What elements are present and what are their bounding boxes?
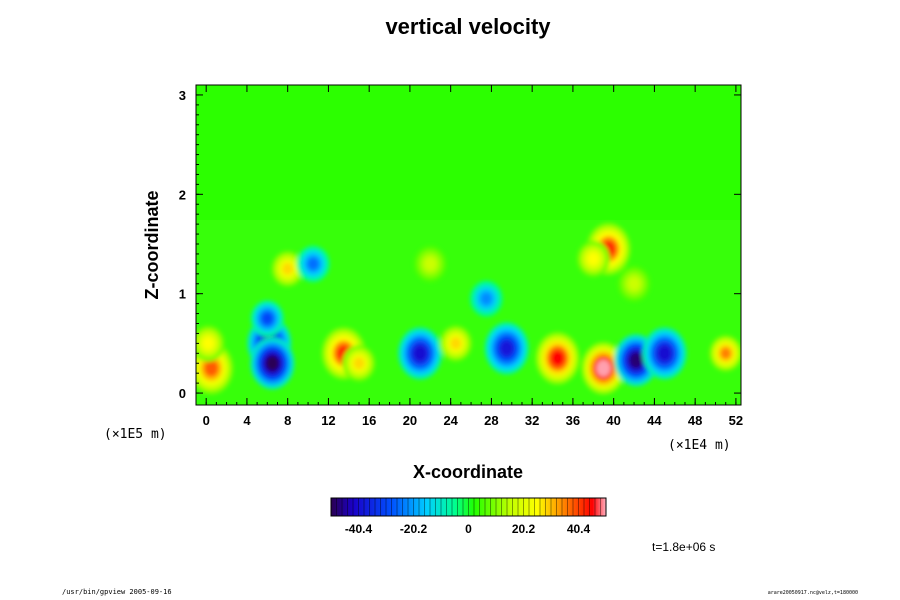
y-axis-label: Z-coordinate: [142, 190, 162, 299]
velocity-feature: [439, 325, 473, 362]
contour-level: [596, 359, 611, 377]
plot-frame: [195, 84, 742, 406]
contour-level: [413, 345, 428, 362]
colorbar-frame: [330, 497, 607, 517]
colorbar-tick-label: 20.2: [512, 522, 536, 536]
y-axis: 0 1 2 3: [179, 88, 741, 401]
x-scale-note: (×1E4 m): [668, 438, 731, 453]
contour-level: [204, 359, 219, 377]
velocity-feature: [250, 337, 295, 390]
y-tick-label: 2: [179, 187, 186, 202]
contour-level: [353, 357, 365, 370]
x-tick-label: 32: [525, 413, 539, 428]
velocity-feature: [581, 342, 626, 395]
contour-level: [657, 345, 672, 362]
contour-level: [282, 263, 293, 275]
contour-level: [202, 337, 214, 350]
colorbar-tick-label: 0: [465, 522, 472, 536]
contour-level: [262, 312, 273, 325]
x-axis: 0 4 8 12 16 20 24 28 32 36 40 44 48 52: [203, 85, 743, 428]
footer-right: arare20050917.nc@velz,t=180000: [767, 590, 858, 596]
contour-level: [450, 337, 462, 350]
x-tick-label: 20: [403, 413, 417, 428]
footer-left: /usr/bin/gpview 2005-09-16: [62, 588, 172, 596]
x-tick-label: 28: [484, 413, 498, 428]
velocity-feature: [196, 325, 225, 362]
y-scale-note: (×1E5 m): [104, 427, 167, 442]
x-tick-label: 52: [729, 413, 743, 428]
chart-title: vertical velocity: [385, 14, 551, 39]
velocity-feature: [535, 332, 580, 385]
contour-level: [425, 258, 436, 270]
velocity-feature: [271, 250, 305, 288]
colorbar-tick-label: -20.2: [400, 522, 428, 536]
contour-level: [499, 340, 514, 357]
velocity-feature: [642, 327, 687, 380]
velocity-feature: [296, 245, 330, 283]
x-tick-label: 16: [362, 413, 376, 428]
x-tick-label: 24: [443, 413, 458, 428]
velocity-feature: [413, 245, 447, 283]
contour-level: [628, 277, 640, 290]
x-tick-label: 0: [203, 413, 210, 428]
colorbar-tick-label: -40.4: [345, 522, 373, 536]
x-tick-label: 8: [284, 413, 291, 428]
contour-level: [720, 347, 731, 360]
colorbar-tick-label: 40.4: [567, 522, 591, 536]
x-axis-label: X-coordinate: [413, 462, 523, 482]
x-tick-label: 40: [606, 413, 620, 428]
x-tick-label: 12: [321, 413, 335, 428]
x-tick-label: 4: [243, 413, 251, 428]
contour-level: [550, 349, 565, 367]
velocity-feature: [709, 335, 741, 372]
contour-level: [481, 292, 492, 305]
velocity-feature: [469, 280, 503, 317]
contour-level: [265, 354, 280, 372]
contour-level: [588, 253, 599, 265]
velocity-feature: [342, 345, 376, 382]
contour-level: [307, 258, 319, 270]
colorbar: -40.4 -20.2 0 20.2 40.4: [330, 497, 607, 536]
x-tick-label: 44: [647, 413, 662, 428]
y-tick-label: 1: [179, 287, 186, 302]
x-tick-label: 36: [566, 413, 580, 428]
velocity-feature: [617, 265, 651, 302]
velocity-feature: [576, 240, 610, 278]
plot-area: [196, 85, 741, 405]
contour-level: [629, 351, 644, 369]
y-tick-label: 0: [179, 386, 186, 401]
time-label: t=1.8e+06 s: [652, 540, 716, 554]
y-tick-label: 3: [179, 88, 186, 103]
velocity-feature: [398, 327, 443, 380]
velocity-feature: [484, 322, 529, 375]
x-tick-label: 48: [688, 413, 702, 428]
velocity-feature: [250, 300, 284, 337]
